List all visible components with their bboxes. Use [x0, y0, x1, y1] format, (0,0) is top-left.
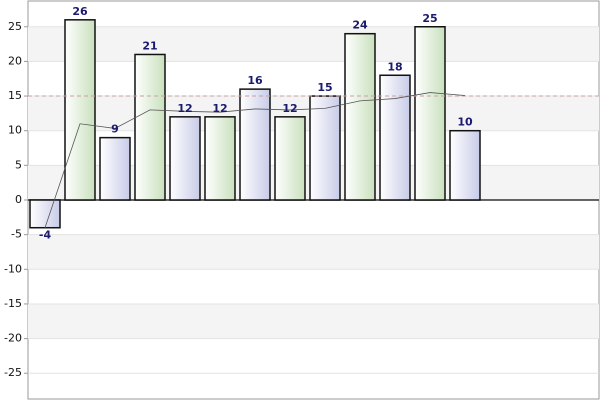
y-tick-label: 15: [8, 89, 22, 102]
value-label: 18: [387, 60, 402, 73]
y-tick-label: -10: [4, 262, 22, 275]
value-label: 9: [111, 123, 119, 136]
y-tick-label: 25: [8, 20, 22, 33]
average-line: [44, 92, 466, 228]
bar: [239, 88, 271, 201]
value-label: 16: [247, 74, 263, 87]
y-tick-label: 10: [8, 124, 22, 137]
value-label: 10: [457, 116, 473, 129]
y-tick-label: -15: [4, 297, 22, 310]
bar: [204, 116, 236, 201]
y-tick-label: -25: [4, 366, 22, 379]
bar: [379, 74, 411, 201]
bar: [169, 116, 201, 201]
y-tick-label: -5: [11, 228, 22, 241]
grid-band: [28, 303, 599, 339]
y-tick-label: 5: [15, 158, 22, 171]
value-label: 12: [212, 102, 227, 115]
grid-band: [28, 234, 599, 270]
bar: [29, 199, 61, 229]
bar: [309, 95, 341, 201]
y-tick-label: -20: [4, 332, 22, 345]
bar: [344, 32, 376, 201]
grid-band: [28, 26, 599, 62]
y-tick-label: 20: [8, 54, 22, 67]
bar: [449, 129, 481, 201]
value-label: 21: [142, 39, 157, 52]
value-label: 26: [72, 5, 88, 18]
bar: [414, 26, 446, 201]
value-label: 12: [282, 102, 297, 115]
bar: [64, 19, 96, 201]
value-label: 15: [317, 81, 332, 94]
value-label: 12: [177, 102, 192, 115]
bar: [99, 136, 131, 201]
value-label: 25: [422, 12, 437, 25]
bar: [134, 53, 166, 201]
value-label: -4: [39, 229, 52, 242]
y-tick-label: 0: [15, 193, 22, 206]
bar: [274, 116, 306, 201]
value-label: 24: [352, 19, 368, 32]
